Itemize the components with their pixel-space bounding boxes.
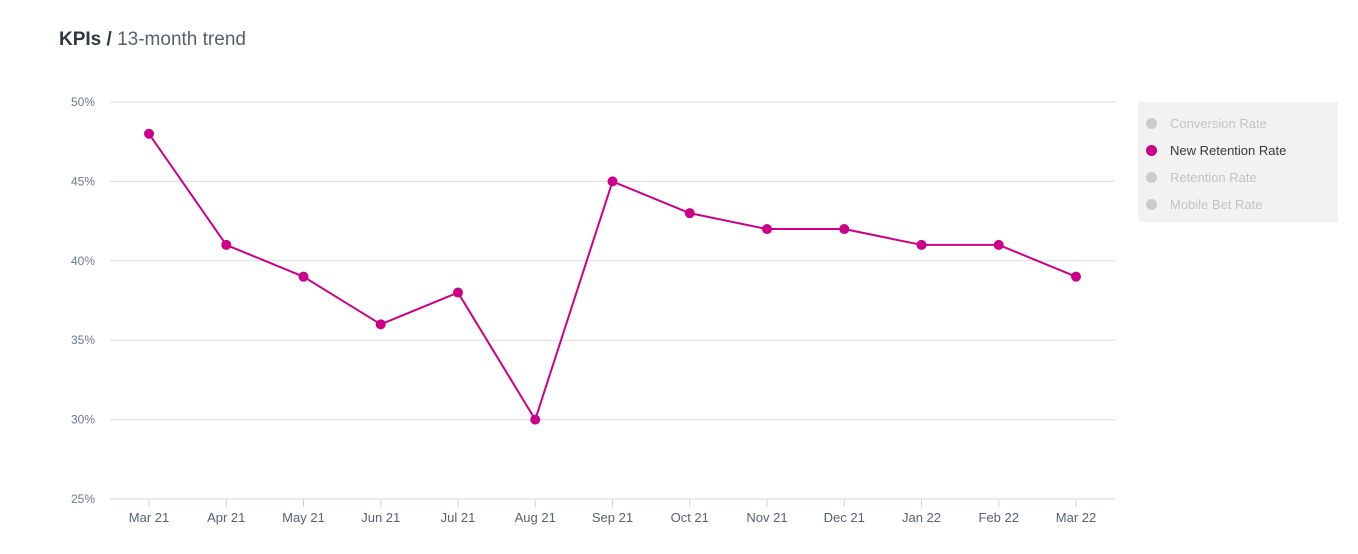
- data-point: [144, 128, 154, 139]
- data-point: [993, 239, 1004, 250]
- x-tick-label: May 21: [282, 510, 325, 525]
- x-tick-label: Jun 21: [361, 510, 400, 525]
- y-tick-label: 30%: [71, 413, 95, 427]
- x-tick-label: Mar 22: [1056, 510, 1096, 525]
- data-point: [839, 224, 850, 235]
- x-tick-label: Apr 21: [207, 510, 245, 525]
- data-point: [762, 224, 772, 235]
- chart-title: KPIs / 13-month trend: [59, 29, 246, 51]
- data-point: [684, 208, 695, 219]
- legend-dot-icon: [1146, 171, 1157, 183]
- x-tick-label: Jul 21: [441, 510, 476, 525]
- legend-item-conversion-rate[interactable]: Conversion Rate: [1146, 114, 1267, 132]
- legend-dot-icon: [1146, 117, 1157, 129]
- y-tick-label: 35%: [71, 333, 95, 347]
- x-tick-label: Jan 22: [902, 510, 941, 525]
- legend-item-mobile-bet-rate[interactable]: Mobile Bet Rate: [1146, 195, 1263, 213]
- data-point: [607, 176, 618, 187]
- y-tick-label: 25%: [71, 492, 95, 506]
- x-tick-label: Aug 21: [515, 510, 556, 525]
- data-point: [916, 239, 927, 250]
- y-tick-label: 50%: [71, 95, 95, 109]
- legend-dot-icon: [1146, 144, 1157, 156]
- data-point: [221, 239, 232, 250]
- x-tick-label: Nov 21: [746, 510, 787, 525]
- legend-label: New Retention Rate: [1170, 142, 1287, 158]
- x-tick-label: Dec 21: [824, 510, 865, 525]
- y-tick-label: 40%: [71, 254, 95, 268]
- x-tick-label: Oct 21: [671, 510, 709, 525]
- legend: Conversion Rate New Retention Rate Reten…: [1138, 102, 1338, 222]
- x-tick-label: Sep 21: [592, 510, 633, 525]
- data-point: [453, 287, 463, 298]
- title-subtitle: 13-month trend: [117, 29, 246, 50]
- data-point: [298, 271, 309, 282]
- data-point: [1071, 271, 1081, 282]
- legend-item-retention-rate[interactable]: Retention Rate: [1146, 168, 1257, 186]
- x-tick-label: Feb 22: [979, 510, 1019, 525]
- legend-label: Retention Rate: [1170, 169, 1257, 185]
- legend-dot-icon: [1146, 198, 1157, 210]
- x-tick-label: Mar 21: [129, 510, 169, 525]
- data-point: [530, 414, 541, 425]
- y-tick-label: 45%: [71, 174, 95, 188]
- legend-label: Mobile Bet Rate: [1170, 196, 1263, 212]
- data-point: [375, 319, 386, 330]
- legend-item-new-retention-rate[interactable]: New Retention Rate: [1146, 141, 1286, 159]
- legend-label: Conversion Rate: [1170, 115, 1267, 131]
- title-kpis: KPIs /: [59, 29, 112, 50]
